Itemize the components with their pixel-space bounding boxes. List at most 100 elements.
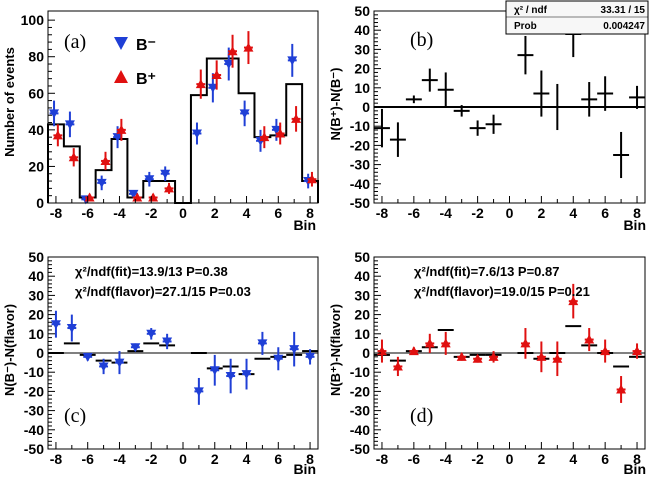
xtick-label: -2 bbox=[145, 451, 158, 467]
ytick-label: 0 bbox=[36, 195, 44, 211]
ytick-label: 30 bbox=[28, 287, 44, 303]
ytick-label: -30 bbox=[350, 157, 370, 173]
ytick-label: 60 bbox=[28, 85, 44, 101]
ytick-label: 30 bbox=[354, 287, 370, 303]
xtick-label: 0 bbox=[506, 451, 514, 467]
ytick-label: 50 bbox=[354, 3, 370, 19]
b-plus-marker bbox=[227, 46, 238, 56]
b-plus-marker bbox=[132, 192, 143, 202]
ytick-label: 0 bbox=[362, 345, 370, 361]
b-minus-marker bbox=[209, 366, 220, 376]
xtick-label: 4 bbox=[569, 451, 577, 467]
xtick-label: 6 bbox=[274, 205, 282, 221]
ytick-label: 50 bbox=[354, 249, 370, 265]
legend-b-minus-label: B⁻ bbox=[136, 37, 156, 54]
panel-c-xlabel: Bin bbox=[293, 461, 316, 477]
ytick-label: 20 bbox=[354, 307, 370, 323]
panel-d-data bbox=[374, 283, 645, 403]
panel-a-data bbox=[47, 31, 319, 205]
b-plus-marker bbox=[195, 79, 206, 89]
ytick-label: -50 bbox=[24, 441, 44, 457]
panel-a-frame bbox=[47, 10, 319, 204]
panel-c-annotation-fit: χ²/ndf(fit)=13.9/13 P=0.38 bbox=[75, 264, 228, 279]
panel-d-xtick-labels: -8 -6 -4 -2 0 2 4 6 8 bbox=[376, 451, 641, 467]
ytick-label: 10 bbox=[354, 80, 370, 96]
b-minus-marker bbox=[239, 109, 250, 119]
ytick-label: -40 bbox=[24, 422, 44, 438]
xtick-label: 6 bbox=[601, 451, 609, 467]
xtick-label: -2 bbox=[145, 205, 158, 221]
b-minus-marker bbox=[289, 345, 300, 355]
panel-c-ylabel: N(B⁻)-N(flavor) bbox=[2, 304, 17, 396]
ytick-label: -10 bbox=[24, 364, 44, 380]
legend-b-minus-marker bbox=[114, 37, 128, 50]
xtick-label: -8 bbox=[50, 451, 63, 467]
panel-b-data bbox=[374, 11, 645, 179]
b-minus-marker bbox=[162, 337, 173, 347]
panel-b-xlabel: Bin bbox=[623, 217, 646, 233]
xtick-label: 0 bbox=[179, 451, 187, 467]
xtick-label: -4 bbox=[113, 205, 126, 221]
b-minus-marker bbox=[273, 354, 284, 364]
legend-b-plus-marker bbox=[114, 70, 128, 83]
panel-c-ticks bbox=[48, 256, 311, 450]
xtick-label: 0 bbox=[179, 205, 187, 221]
xtick-label: -6 bbox=[408, 205, 421, 221]
b-plus-marker bbox=[243, 42, 254, 52]
ytick-label: -10 bbox=[350, 364, 370, 380]
b-plus-marker bbox=[456, 351, 467, 361]
panel-c-ytick-labels: -50 -40 -30 -20 -10 0 10 20 30 40 50 bbox=[24, 249, 44, 457]
b-plus-marker bbox=[536, 351, 547, 361]
b-minus-marker bbox=[96, 178, 107, 188]
b-minus-marker bbox=[160, 169, 171, 179]
xtick-label: -8 bbox=[50, 205, 63, 221]
b-minus-marker bbox=[271, 125, 282, 135]
panel-a-xlabel: Bin bbox=[293, 217, 316, 233]
b-plus-marker bbox=[84, 192, 95, 202]
b-minus-marker bbox=[130, 343, 141, 353]
b-minus-marker bbox=[146, 329, 157, 339]
ytick-label: 40 bbox=[354, 268, 370, 284]
ytick-label: 0 bbox=[362, 99, 370, 115]
xtick-label: -2 bbox=[471, 451, 484, 467]
panel-d-ytick-labels: -50 -40 -30 -20 -10 0 10 20 30 40 50 bbox=[350, 249, 370, 457]
panel-b-ticks bbox=[374, 10, 638, 204]
b-minus-marker bbox=[305, 352, 316, 362]
ytick-label: -50 bbox=[350, 441, 370, 457]
b-plus-marker bbox=[275, 128, 286, 138]
xtick-label: -6 bbox=[81, 205, 94, 221]
b-minus-marker bbox=[49, 109, 60, 119]
xtick-label: -6 bbox=[408, 451, 421, 467]
ytick-label: 0 bbox=[36, 345, 44, 361]
panel-b-ylabel: N(B⁺)-N(B⁻) bbox=[328, 68, 343, 141]
b-plus-marker bbox=[520, 338, 531, 348]
xtick-label: -8 bbox=[376, 451, 389, 467]
xtick-label: 0 bbox=[506, 205, 514, 221]
ytick-label: -40 bbox=[350, 422, 370, 438]
b-minus-marker bbox=[112, 133, 123, 143]
xtick-label: 8 bbox=[633, 205, 641, 221]
b-minus-marker bbox=[128, 189, 139, 199]
xtick-label: 8 bbox=[306, 451, 314, 467]
b-minus-marker bbox=[82, 352, 93, 362]
ytick-label: -30 bbox=[24, 403, 44, 419]
panel-d-annotation-fit: χ²/ndf(fit)=7.6/13 P=0.87 bbox=[414, 264, 559, 279]
xtick-label: 4 bbox=[569, 205, 577, 221]
panel-d-label: (d) bbox=[410, 405, 433, 427]
ytick-label: 10 bbox=[28, 326, 44, 342]
b-minus-marker bbox=[257, 339, 268, 349]
panel-a: 0 20 40 60 80 100 -8 -6 -4 -2 0 2 4 6 8 Number of eve… bbox=[2, 10, 319, 233]
xtick-label: -4 bbox=[113, 451, 126, 467]
stats-prob-value: 0.004247 bbox=[603, 21, 645, 32]
panel-c-label: (c) bbox=[64, 405, 86, 427]
panel-b-label: (b) bbox=[410, 29, 433, 51]
b-minus-marker bbox=[144, 175, 155, 185]
stats-chi2-label: χ² / ndf bbox=[514, 5, 548, 16]
b-plus-marker bbox=[164, 183, 175, 193]
b-minus-marker bbox=[241, 370, 252, 380]
ytick-label: 20 bbox=[28, 307, 44, 323]
panel-a-ytick-labels: 0 20 40 60 80 100 bbox=[21, 12, 45, 211]
